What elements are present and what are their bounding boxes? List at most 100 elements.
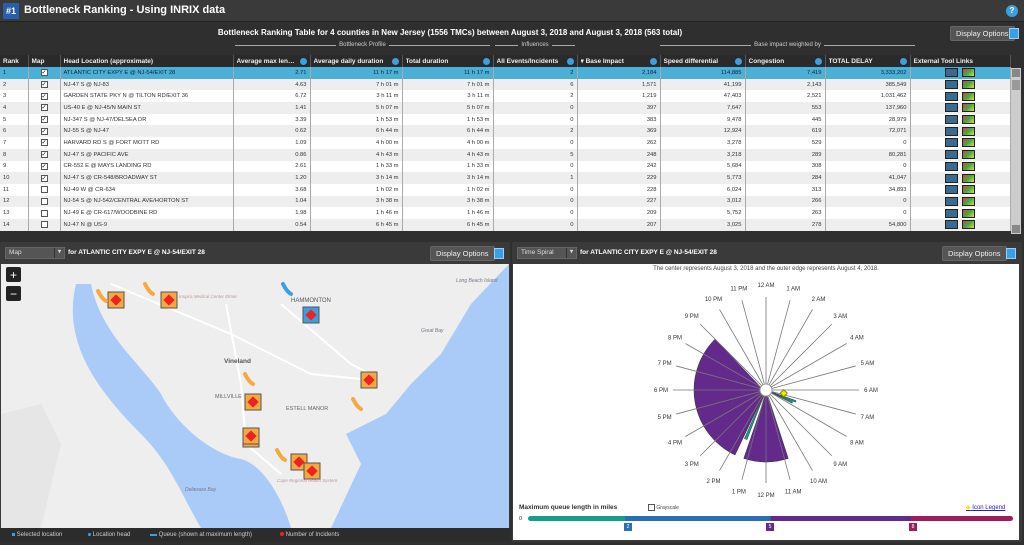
- map-checkbox[interactable]: ✓: [40, 151, 48, 159]
- map-checkbox[interactable]: ✓: [40, 104, 48, 112]
- table-row[interactable]: 13 NJ-49 E @ CR-617/WOODBINE RD 1.98 1 h 46…: [0, 207, 1011, 219]
- heatmap-link-icon[interactable]: [962, 91, 975, 101]
- info-icon[interactable]: [814, 57, 822, 65]
- column-header[interactable]: All Events/Incidents: [493, 55, 578, 67]
- info-icon[interactable]: [899, 57, 907, 65]
- chart-link-icon[interactable]: [945, 161, 958, 171]
- map-checkbox[interactable]: ✓: [40, 139, 48, 147]
- queue-segment[interactable]: [767, 390, 797, 403]
- info-icon[interactable]: [649, 57, 657, 65]
- chart-link-icon[interactable]: [945, 115, 958, 125]
- map-canvas[interactable]: HAMMONTON Vineland MILLVILLE ESTELL MANO…: [1, 264, 509, 528]
- spiral-display-options-button[interactable]: Display Options: [942, 246, 1007, 261]
- map-checkbox[interactable]: ✓: [40, 127, 48, 135]
- column-header[interactable]: Total duration: [402, 55, 494, 67]
- column-header[interactable]: Speed differential: [660, 55, 746, 67]
- table-scrollbar[interactable]: [1011, 68, 1021, 234]
- table-row[interactable]: 7 ✓ HARVARD RD S @ FORT MOTT RD 1.09 4 h 00 …: [0, 137, 1011, 149]
- column-header[interactable]: Average max lengt...: [233, 55, 311, 67]
- chart-view-select[interactable]: Time Spiral ▾: [517, 247, 577, 259]
- chart-link-icon[interactable]: [945, 208, 958, 218]
- column-header[interactable]: Average daily duration: [310, 55, 403, 67]
- icon-legend-link[interactable]: ◆ Icon Legend: [966, 504, 1005, 511]
- column-header[interactable]: External Tool Links: [910, 55, 1011, 67]
- zoom-in-button[interactable]: +: [6, 267, 21, 282]
- heatmap-link-icon[interactable]: [962, 103, 975, 113]
- column-header[interactable]: Head Location (approximate): [60, 55, 234, 67]
- map-checkbox[interactable]: ✓: [40, 162, 48, 170]
- chart-link-icon[interactable]: [945, 103, 958, 113]
- bottleneck-marker[interactable]: [290, 453, 308, 471]
- chart-link-icon[interactable]: [945, 185, 958, 195]
- column-header[interactable]: Map: [28, 55, 61, 67]
- heatmap-link-icon[interactable]: [962, 115, 975, 125]
- queue-segment[interactable]: [744, 391, 766, 440]
- bottleneck-marker[interactable]: [302, 306, 320, 324]
- map-checkbox[interactable]: [40, 221, 48, 229]
- bottleneck-marker[interactable]: [242, 427, 260, 445]
- heatmap-link-icon[interactable]: [962, 196, 975, 206]
- queue-line[interactable]: [351, 397, 363, 411]
- info-icon[interactable]: [566, 57, 574, 65]
- column-header[interactable]: Rank: [0, 55, 29, 67]
- map-checkbox[interactable]: ✓: [40, 92, 48, 100]
- table-row[interactable]: 3 ✓ GARDEN STATE PKY N @ TILTON RD/EXIT 36…: [0, 90, 1011, 103]
- chart-link-icon[interactable]: [945, 91, 958, 101]
- table-row[interactable]: 12 NJ-54 S @ NJ-542/CENTRAL AVE/HORTON ST…: [0, 195, 1011, 208]
- incident-marker-icon[interactable]: [779, 389, 788, 398]
- map-checkbox[interactable]: [40, 197, 48, 205]
- scroll-thumb[interactable]: [1012, 80, 1020, 90]
- heatmap-link-icon[interactable]: [962, 208, 975, 218]
- table-row[interactable]: 5 ✓ NJ-347 S @ NJ-47/DELSEA DR 3.39 1 h 53 m…: [0, 113, 1011, 126]
- scroll-down-icon[interactable]: [1012, 225, 1020, 233]
- heatmap-link-icon[interactable]: [962, 220, 975, 230]
- help-icon[interactable]: ?: [1006, 5, 1018, 17]
- checkbox[interactable]: [648, 504, 655, 511]
- save-icon[interactable]: [1009, 28, 1019, 39]
- table-display-options-button[interactable]: Display Options: [950, 26, 1015, 41]
- heatmap-link-icon[interactable]: [962, 161, 975, 171]
- chart-link-icon[interactable]: [945, 220, 958, 230]
- heatmap-link-icon[interactable]: [962, 68, 975, 78]
- bottleneck-marker[interactable]: [360, 371, 378, 389]
- map-checkbox[interactable]: [40, 186, 48, 194]
- heatmap-link-icon[interactable]: [962, 173, 975, 183]
- queue-line[interactable]: [275, 448, 287, 462]
- bottleneck-marker[interactable]: [107, 291, 125, 309]
- bottleneck-marker[interactable]: [160, 291, 178, 309]
- grayscale-checkbox[interactable]: Grayscale: [648, 504, 679, 511]
- map-checkbox[interactable]: ✓: [40, 174, 48, 182]
- chart-link-icon[interactable]: [945, 68, 958, 78]
- heatmap-link-icon[interactable]: [962, 126, 975, 136]
- chart-link-icon[interactable]: [945, 126, 958, 136]
- map-display-options-button[interactable]: Display Options: [430, 246, 495, 261]
- chart-link-icon[interactable]: [945, 150, 958, 160]
- chart-link-icon[interactable]: [945, 173, 958, 183]
- save-icon[interactable]: [1006, 248, 1016, 259]
- table-row[interactable]: 9 ✓ CR-552 E @ MAYS LANDING RD 2.61 1 h 33 m…: [0, 160, 1011, 173]
- column-header[interactable]: ▾ Base Impact: [577, 55, 661, 67]
- chart-link-icon[interactable]: [945, 138, 958, 148]
- zoom-out-button[interactable]: −: [6, 286, 21, 301]
- map-view-select[interactable]: Map ▾: [5, 247, 65, 259]
- queue-segment[interactable]: [767, 390, 794, 404]
- map-checkbox[interactable]: ✓: [40, 69, 48, 77]
- heatmap-link-icon[interactable]: [962, 185, 975, 195]
- map-checkbox[interactable]: ✓: [40, 81, 48, 89]
- info-icon[interactable]: [482, 57, 490, 65]
- heatmap-link-icon[interactable]: [962, 80, 975, 90]
- table-row[interactable]: 1 ✓ ATLANTIC CITY EXPY E @ NJ-54/EXIT 28 2.…: [0, 67, 1011, 79]
- queue-line[interactable]: [243, 372, 255, 386]
- queue-line[interactable]: [281, 282, 293, 296]
- heatmap-link-icon[interactable]: [962, 138, 975, 148]
- queue-segment[interactable]: [693, 338, 766, 456]
- table-row[interactable]: 10 ✓ NJ-47 S @ CR-548/BROADWAY ST 1.20 3 h 1…: [0, 172, 1011, 184]
- heatmap-link-icon[interactable]: [962, 150, 975, 160]
- info-icon[interactable]: [734, 57, 742, 65]
- chart-link-icon[interactable]: [945, 196, 958, 206]
- chart-link-icon[interactable]: [945, 80, 958, 90]
